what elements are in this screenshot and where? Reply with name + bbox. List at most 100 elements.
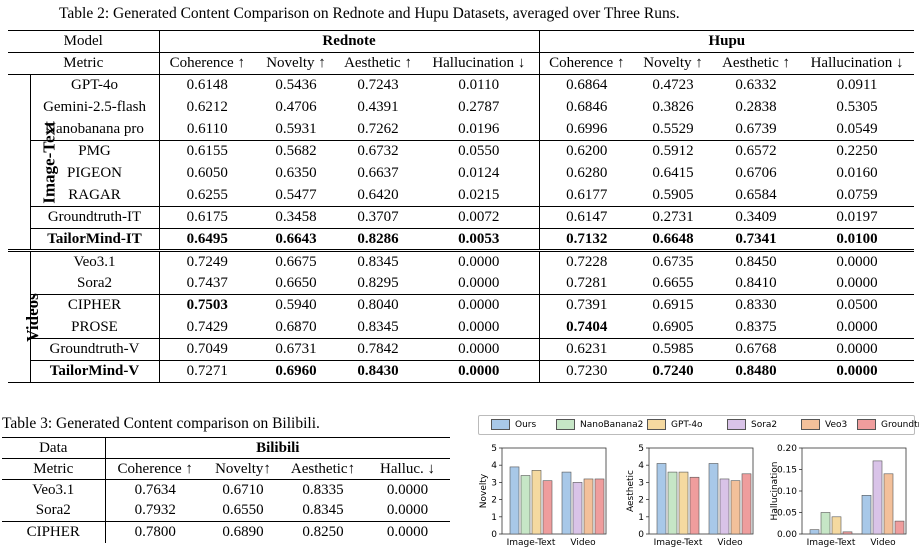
legend-label: Veo3 — [825, 419, 848, 430]
cell-value: 0.0053 — [419, 228, 540, 251]
y-tick-label: 4 — [491, 461, 497, 471]
cell-value: 0.6655 — [652, 274, 694, 291]
legend-swatch — [857, 419, 876, 430]
cell-value: 0.7249 — [186, 253, 228, 270]
bar — [583, 478, 594, 535]
model-name: Veo3.1 — [2, 479, 106, 501]
cell-value: 0.8040 — [357, 297, 399, 314]
bar — [520, 475, 531, 535]
table-row: TailorMind-V 0.7271 0.6960 0.8430 0.0000 0.72… — [8, 360, 915, 383]
cell-value: 0.0000 — [836, 363, 878, 379]
bar — [708, 463, 719, 535]
cell-value: 0.6870 — [275, 318, 317, 335]
cell-value: 0.7230 — [566, 363, 608, 379]
cell-value: 0.8345 — [357, 318, 399, 335]
legend-label: NanoBanana2 — [580, 419, 644, 430]
cell-value: 0.6550 — [222, 502, 264, 519]
cell-value: 0.8250 — [302, 523, 344, 540]
cell-value: 0.6637 — [357, 165, 399, 181]
y-tick-label: 0.20 — [777, 444, 797, 454]
cell-value: 0.0000 — [836, 253, 878, 270]
cell-value: 0.6175 — [186, 209, 228, 225]
cell-value: 0.6155 — [186, 143, 228, 160]
cell-value: 0.6572 — [735, 143, 777, 160]
cell-value: 0.6200 — [566, 143, 608, 160]
cell-value: 0.5931 — [275, 120, 317, 137]
table-row: Sora2 0.7932 0.6550 0.8345 0.0000 — [2, 500, 450, 522]
cell-value: 0.0000 — [419, 294, 540, 317]
cell-value: 0.6231 — [566, 341, 608, 357]
bar — [861, 494, 872, 535]
x-category-label: Image-Text — [507, 538, 556, 548]
cell-value: 0.3458 — [275, 209, 317, 225]
cell-value: 0.0124 — [419, 162, 540, 185]
cell-value: 0.0000 — [836, 274, 878, 291]
cell-value: 0.0197 — [836, 209, 878, 225]
table-row: PMG 0.6155 0.5682 0.6732 0.0550 0.6200 0.5912 0… — [8, 140, 915, 163]
legend-swatch — [491, 419, 510, 430]
cell-value: 0.2250 — [836, 143, 878, 160]
model-name: Sora2 — [30, 272, 160, 295]
bar — [719, 478, 730, 535]
table-row: RAGAR 0.6255 0.5477 0.6420 0.0215 0.6177 0.590… — [8, 184, 914, 207]
cell-value: 0.4391 — [357, 99, 399, 115]
cell-value: 0.0100 — [836, 230, 878, 247]
bar — [509, 466, 520, 535]
model-name: Veo3.1 — [30, 250, 160, 273]
y-axis-label: Aesthetic — [626, 470, 636, 512]
model-name: Groundtruth-IT — [30, 206, 160, 229]
x-category-label: Video — [870, 538, 896, 548]
y-tick-label: 5 — [491, 444, 497, 454]
table3-caption: Table 3: Generated Content comparison on… — [2, 415, 320, 432]
y-tick-label: 3 — [491, 478, 497, 488]
bar — [883, 473, 894, 535]
cell-value: 0.7391 — [566, 297, 608, 314]
data-header: Data — [2, 437, 106, 459]
cell-value: 0.7243 — [357, 77, 399, 94]
cell-value: 0.6739 — [735, 120, 777, 137]
bar — [831, 516, 842, 535]
cell-value: 0.0196 — [419, 118, 540, 141]
cell-value: 0.0000 — [386, 481, 429, 498]
model-name: GPT-4o — [30, 74, 160, 97]
table-row: Groundtruth-IT 0.6175 0.3458 0.3707 0.0072 0.… — [8, 206, 915, 229]
cell-value: 0.4706 — [275, 99, 317, 115]
bar — [594, 478, 605, 535]
cell-value: 0.6706 — [735, 165, 777, 181]
bar — [531, 470, 542, 535]
y-tick-label: 0.15 — [777, 466, 797, 476]
cell-value: 0.6415 — [652, 165, 694, 181]
cell-value: 0.7437 — [186, 274, 228, 291]
legend-swatch — [556, 419, 575, 430]
y-axis-label: Novelty — [479, 473, 489, 508]
model-name: Gemini-2.5-flash — [30, 96, 160, 119]
cell-value: 0.0000 — [419, 250, 540, 273]
cell-value: 0.5477 — [275, 186, 317, 203]
cell-value: 0.7341 — [735, 230, 777, 247]
x-category-label: Image-Text — [654, 538, 703, 548]
cell-value: 0.0000 — [836, 341, 878, 357]
metric-row: Metric Coherence ↑ Novelty ↑ Aesthetic ↑… — [8, 52, 915, 75]
cell-value: 0.8330 — [735, 297, 777, 314]
table-row: Image-Text GPT-4o 0.6148 0.5436 0.7243 0.0110… — [8, 74, 914, 251]
cell-value: 0.3409 — [735, 209, 777, 225]
legend-label: Ours — [515, 419, 537, 430]
cell-value: 0.5682 — [275, 143, 317, 160]
cell-value: 0.7228 — [566, 253, 608, 270]
cell-value: 0.8430 — [357, 363, 399, 379]
cell-value: 0.3826 — [652, 99, 694, 115]
model-name: Sora2 — [2, 500, 106, 522]
model-name: TailorMind-IT — [30, 228, 160, 251]
cell-value: 0.6890 — [222, 523, 264, 540]
cell-value: 0.8335 — [302, 481, 344, 498]
cell-value: 0.0000 — [386, 523, 429, 540]
cell-value: 0.7271 — [186, 363, 228, 379]
model-name: CIPHER — [30, 294, 160, 317]
model-name: PIGEON — [30, 162, 160, 185]
chart-novelty: 0 1 2 3 4 5 Novelty Image-Text Video — [478, 440, 618, 555]
y-tick-label: 1 — [638, 513, 644, 523]
model-name: RAGAR — [30, 184, 160, 207]
cell-value: 0.0500 — [836, 297, 878, 314]
table-row: Videos Veo3.1 0.7249 0.6675 0.8345 0.0000 0.72… — [8, 250, 915, 383]
cell-value: 0.6675 — [275, 253, 317, 270]
